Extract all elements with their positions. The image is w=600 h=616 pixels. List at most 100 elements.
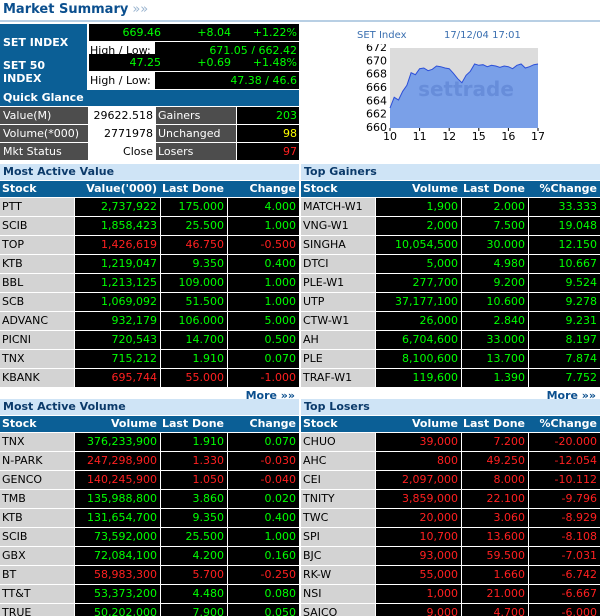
table-row[interactable]: SINGHA 10,054,500 30.000 12.150 — [301, 235, 600, 254]
table-row[interactable]: BT 58,983,300 5.700 -0.250 — [0, 565, 299, 584]
table-row[interactable]: MATCH-W1 1,900 2.000 33.333 — [301, 197, 600, 216]
stock-symbol-link[interactable]: SINGHA — [301, 236, 375, 254]
stock-symbol-link[interactable]: PTT — [0, 198, 74, 216]
market-summary-link[interactable]: Market Summary»» — [3, 2, 148, 17]
table-row[interactable]: TRAF-W1 119,600 1.390 7.752 — [301, 368, 600, 387]
table-row[interactable]: UTP 37,177,100 10.600 9.278 — [301, 292, 600, 311]
stock-symbol-link[interactable]: TWC — [301, 509, 375, 527]
table-row[interactable]: AHC 800 49.250 -12.054 — [301, 451, 600, 470]
stock-symbol-link[interactable]: SCIB — [0, 217, 74, 235]
chart-x-tick-label: 15 — [472, 130, 486, 143]
chart-line-series — [389, 63, 539, 109]
table-row[interactable]: DTCI 5,000 4.980 10.667 — [301, 254, 600, 273]
table-row[interactable]: CTW-W1 26,000 2.840 9.231 — [301, 311, 600, 330]
stock-symbol-link[interactable]: TNITY — [301, 490, 375, 508]
stock-symbol-link[interactable]: TT&T — [0, 585, 74, 603]
table-row[interactable]: VNG-W1 2,000 7.500 19.048 — [301, 216, 600, 235]
table-row[interactable]: BBL 1,213,125 109.000 1.000 — [0, 273, 299, 292]
stock-symbol-link[interactable]: CTW-W1 — [301, 312, 375, 330]
stock-symbol-link[interactable]: TRAF-W1 — [301, 369, 375, 387]
table-cell: -10.112 — [529, 471, 600, 489]
stock-symbol-link[interactable]: KTB — [0, 255, 74, 273]
table-row[interactable]: GBX 72,084,100 4.200 0.160 — [0, 546, 299, 565]
set-index-row: 669.46 +8.04 +1.22% — [89, 24, 299, 41]
stock-symbol-link[interactable]: KBANK — [0, 369, 74, 387]
table-cell: -7.031 — [529, 547, 600, 565]
stock-symbol-link[interactable]: SCIB — [0, 528, 74, 546]
table-cell: 55.000 — [161, 369, 227, 387]
table-row[interactable]: RK-W 55,000 1.660 -6.742 — [301, 565, 600, 584]
stock-symbol-link[interactable]: N-PARK — [0, 452, 74, 470]
stock-symbol-link[interactable]: CEI — [301, 471, 375, 489]
most-active-value-title: Most Active Value — [0, 164, 299, 180]
stock-symbol-link[interactable]: BBL — [0, 274, 74, 292]
table-cell: 1,000 — [376, 585, 461, 603]
table-row[interactable]: ADVANC 932,179 106.000 5.000 — [0, 311, 299, 330]
stock-symbol-link[interactable]: SAICO — [301, 604, 375, 616]
table-cell: -0.250 — [228, 566, 299, 584]
stock-symbol-link[interactable]: SCB — [0, 293, 74, 311]
table-row[interactable]: KTB 1,219,047 9.350 0.400 — [0, 254, 299, 273]
table-row[interactable]: TT&T 53,373,200 4.480 0.080 — [0, 584, 299, 603]
stock-symbol-link[interactable]: SPI — [301, 528, 375, 546]
top-gainers-more-link[interactable]: More »» — [546, 389, 596, 402]
stock-symbol-link[interactable]: GBX — [0, 547, 74, 565]
stock-symbol-link[interactable]: PICNI — [0, 331, 74, 349]
set-index-value: 669.46 — [122, 26, 162, 39]
table-row[interactable]: PICNI 720,543 14.700 0.500 — [0, 330, 299, 349]
table-row[interactable]: PLE-W1 277,700 9.200 9.524 — [301, 273, 600, 292]
table-row[interactable]: TRUE 50,202,000 7.900 0.050 — [0, 603, 299, 616]
table-row[interactable]: N-PARK 247,298,900 1.330 -0.030 — [0, 451, 299, 470]
stock-symbol-link[interactable]: BJC — [301, 547, 375, 565]
table-cell: 1,069,092 — [75, 293, 160, 311]
table-cell: 9.278 — [529, 293, 600, 311]
stock-symbol-link[interactable]: GENCO — [0, 471, 74, 489]
table-cell: 22.100 — [462, 490, 528, 508]
table-row[interactable]: PTT 2,737,922 175.000 4.000 — [0, 197, 299, 216]
stock-symbol-link[interactable]: TMB — [0, 490, 74, 508]
table-cell: 135,988,800 — [75, 490, 160, 508]
stock-symbol-link[interactable]: TNX — [0, 433, 74, 451]
stock-symbol-link[interactable]: AH — [301, 331, 375, 349]
table-row[interactable]: TNX 715,212 1.910 0.070 — [0, 349, 299, 368]
table-row[interactable]: KBANK 695,744 55.000 -1.000 — [0, 368, 299, 387]
stock-symbol-link[interactable]: NSI — [301, 585, 375, 603]
stock-symbol-link[interactable]: MATCH-W1 — [301, 198, 375, 216]
stock-symbol-link[interactable]: TRUE — [0, 604, 74, 616]
table-row[interactable]: CHUO 39,000 7.200 -20.000 — [301, 432, 600, 451]
title-divider — [0, 20, 600, 22]
stock-symbol-link[interactable]: ADVANC — [0, 312, 74, 330]
table-cell: 3.860 — [161, 490, 227, 508]
table-row[interactable]: TOP 1,426,619 46.750 -0.500 — [0, 235, 299, 254]
stock-symbol-link[interactable]: BT — [0, 566, 74, 584]
table-row[interactable]: TNITY 3,859,000 22.100 -9.796 — [301, 489, 600, 508]
table-row[interactable]: SCIB 1,858,423 25.500 1.000 — [0, 216, 299, 235]
stock-symbol-link[interactable]: TOP — [0, 236, 74, 254]
stock-symbol-link[interactable]: CHUO — [301, 433, 375, 451]
table-row[interactable]: SCIB 73,592,000 25.500 1.000 — [0, 527, 299, 546]
stock-symbol-link[interactable]: UTP — [301, 293, 375, 311]
table-row[interactable]: PLE 8,100,600 13.700 7.874 — [301, 349, 600, 368]
table-row[interactable]: CEI 2,097,000 8.000 -10.112 — [301, 470, 600, 489]
most-active-value-more-link[interactable]: More »» — [245, 389, 295, 402]
table-row[interactable]: BJC 93,000 59.500 -7.031 — [301, 546, 600, 565]
stock-symbol-link[interactable]: VNG-W1 — [301, 217, 375, 235]
chart-x-tick-label: 17 — [531, 130, 544, 143]
table-row[interactable]: SAICO 9,000 4.700 -6.000 — [301, 603, 600, 616]
stock-symbol-link[interactable]: RK-W — [301, 566, 375, 584]
stock-symbol-link[interactable]: KTB — [0, 509, 74, 527]
stock-symbol-link[interactable]: PLE — [301, 350, 375, 368]
table-row[interactable]: AH 6,704,600 33.000 8.197 — [301, 330, 600, 349]
table-row[interactable]: SPI 10,700 13.600 -8.108 — [301, 527, 600, 546]
stock-symbol-link[interactable]: PLE-W1 — [301, 274, 375, 292]
stock-symbol-link[interactable]: TNX — [0, 350, 74, 368]
table-row[interactable]: TNX 376,233,900 1.910 0.070 — [0, 432, 299, 451]
table-row[interactable]: GENCO 140,245,900 1.050 -0.040 — [0, 470, 299, 489]
table-row[interactable]: SCB 1,069,092 51.500 1.000 — [0, 292, 299, 311]
table-row[interactable]: TWC 20,000 3.060 -8.929 — [301, 508, 600, 527]
stock-symbol-link[interactable]: DTCI — [301, 255, 375, 273]
table-row[interactable]: NSI 1,000 21.000 -6.667 — [301, 584, 600, 603]
stock-symbol-link[interactable]: AHC — [301, 452, 375, 470]
table-row[interactable]: TMB 135,988,800 3.860 0.020 — [0, 489, 299, 508]
table-row[interactable]: KTB 131,654,700 9.350 0.400 — [0, 508, 299, 527]
